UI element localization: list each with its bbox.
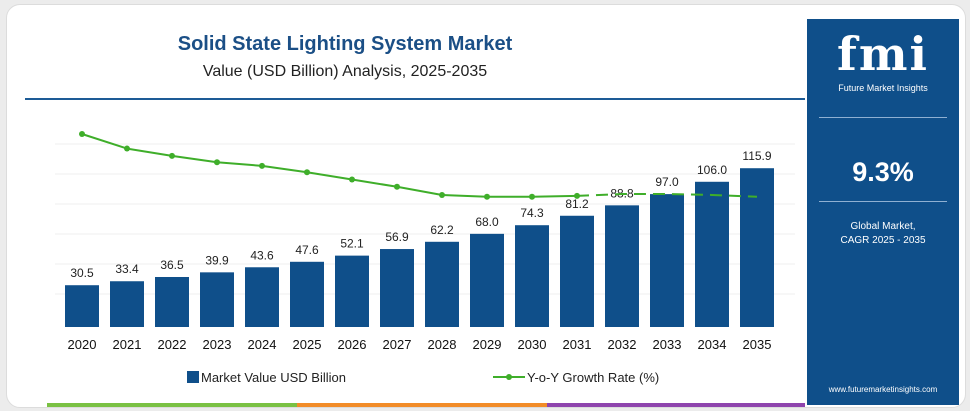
chart-panel: Solid State Lighting System Market Value…	[25, 19, 805, 405]
x-tick-label: 2033	[653, 337, 682, 352]
x-tick-label: 2029	[473, 337, 502, 352]
bar	[200, 272, 234, 327]
side-divider-mid	[819, 201, 947, 202]
x-tick-label: 2023	[203, 337, 232, 352]
bar	[515, 225, 549, 327]
bar	[470, 233, 504, 327]
growth-line	[79, 131, 758, 200]
value-label: 47.6	[295, 243, 319, 257]
legend: Market Value USD Billion Y-o-Y Growth Rat…	[187, 370, 659, 385]
cagr-value: 9.3%	[852, 157, 914, 187]
growth-point	[304, 169, 310, 176]
growth-line-dashed	[576, 193, 758, 198]
bar	[695, 181, 729, 327]
x-tick-label: 2030	[518, 337, 547, 352]
x-tick-label: 2027	[383, 337, 412, 352]
x-tick-label: 2035	[743, 337, 772, 352]
value-label: 30.5	[70, 266, 94, 280]
growth-point	[124, 145, 130, 152]
legend-swatch-bar	[187, 371, 199, 383]
chart-card: Solid State Lighting System Market Value…	[6, 4, 966, 408]
bar	[605, 205, 639, 327]
bars	[65, 168, 774, 327]
value-label: 52.1	[340, 237, 364, 251]
logo-caption: Future Market Insights	[838, 83, 928, 93]
x-tick-label: 2031	[563, 337, 592, 352]
growth-point	[349, 176, 355, 183]
bar	[290, 261, 324, 327]
side-divider-top	[819, 117, 947, 118]
legend-label-line: Y-o-Y Growth Rate (%)	[527, 370, 659, 385]
value-label: 97.0	[655, 175, 679, 189]
fmi-logo: fmi	[837, 27, 929, 81]
color-strip-purple	[547, 403, 805, 407]
value-label: 68.0	[475, 215, 499, 229]
side-panel: fmi Future Market Insights 9.3% Global M…	[807, 19, 959, 405]
x-tick-label: 2025	[293, 337, 322, 352]
growth-point	[574, 192, 580, 199]
x-tick-label: 2021	[113, 337, 142, 352]
x-tick-label: 2020	[68, 337, 97, 352]
bar	[380, 249, 414, 327]
value-label: 81.2	[565, 197, 589, 211]
value-label: 33.4	[115, 262, 139, 276]
bar	[65, 285, 99, 327]
bar	[110, 281, 144, 327]
growth-point	[79, 131, 85, 137]
value-label: 39.9	[205, 253, 229, 267]
x-tick-label: 2024	[248, 337, 277, 352]
value-label: 106.0	[697, 163, 727, 177]
value-labels: 30.5 33.4 36.5 39.9 43.6 47.6 52.1 56.9 62.2 68.0…	[70, 149, 772, 280]
growth-point	[394, 183, 400, 190]
title-divider	[25, 98, 805, 100]
x-tick-label: 2026	[338, 337, 367, 352]
bar	[155, 276, 189, 327]
bar	[335, 255, 369, 327]
x-tick-label: 2022	[158, 337, 187, 352]
value-label: 62.2	[430, 223, 454, 237]
bar	[425, 241, 459, 327]
website-link[interactable]: www.futuremarketinsights.com	[828, 385, 938, 394]
chart-subtitle: Value (USD Billion) Analysis, 2025-2035	[202, 63, 488, 80]
growth-point	[439, 191, 445, 198]
bar	[560, 215, 594, 327]
color-strip-green	[47, 403, 297, 407]
growth-line-solid	[81, 133, 578, 198]
legend-label-bar: Market Value USD Billion	[201, 370, 346, 385]
growth-point	[214, 159, 220, 166]
chart-title: Solid State Lighting System Market	[177, 33, 513, 55]
growth-point	[259, 162, 265, 169]
value-label: 43.6	[250, 248, 274, 262]
value-label: 74.3	[520, 206, 544, 220]
x-tick-label: 2032	[608, 337, 637, 352]
legend-swatch-point	[506, 374, 512, 380]
cagr-label-line1: Global Market,	[850, 221, 916, 232]
growth-point	[484, 193, 490, 200]
color-strip-orange	[297, 403, 547, 407]
growth-point	[169, 152, 175, 159]
x-tick-label: 2034	[698, 337, 727, 352]
chart-plot: 30.5 33.4 36.5 39.9 43.6 47.6 52.1 56.9 62.2 68.0…	[55, 131, 795, 385]
x-axis-labels: 2020 2021 2022 2023 2024 2025 2026 2027 2028 2029…	[68, 337, 772, 352]
value-label: 56.9	[385, 230, 409, 244]
bar	[650, 194, 684, 327]
bar	[245, 267, 279, 327]
bar	[740, 168, 774, 327]
growth-point	[529, 193, 535, 200]
value-label: 36.5	[160, 258, 184, 272]
value-label: 115.9	[742, 149, 771, 163]
cagr-label-line2: CAGR 2025 - 2035	[840, 235, 926, 246]
x-tick-label: 2028	[428, 337, 457, 352]
